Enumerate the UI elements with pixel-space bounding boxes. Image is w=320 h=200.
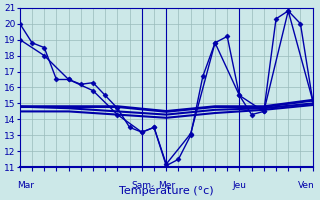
Text: Ven: Ven xyxy=(298,181,315,190)
Text: Mer: Mer xyxy=(158,181,175,190)
Text: Mar: Mar xyxy=(17,181,35,190)
Text: Jeu: Jeu xyxy=(232,181,246,190)
Text: Sam: Sam xyxy=(132,181,152,190)
X-axis label: Température (°c): Température (°c) xyxy=(119,185,213,196)
